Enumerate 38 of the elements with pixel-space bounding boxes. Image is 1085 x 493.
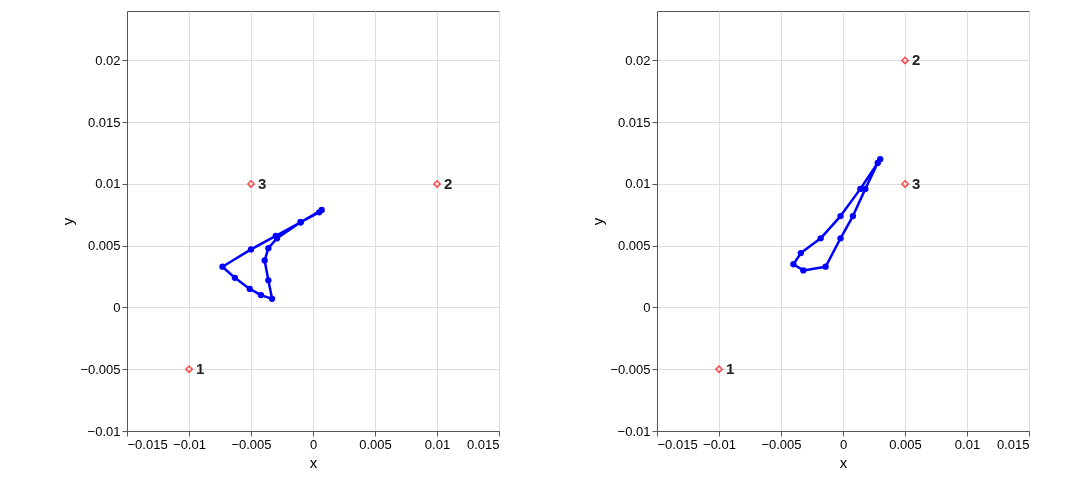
y-axis-title: y (589, 217, 607, 226)
x-tick-label: 0.015 (466, 436, 500, 452)
annotation: 2 (444, 174, 453, 192)
x-tick-label: 0.01 (424, 436, 451, 452)
y-tick-label: 0.02 (95, 52, 121, 68)
x-axis-title: x (839, 453, 848, 471)
y-tick-label: 0.005 (617, 238, 651, 254)
y-tick-label: 0.005 (87, 238, 121, 254)
x-tick-label: −0.015 (657, 436, 698, 452)
y-tick-label: 0 (113, 299, 121, 315)
annotation: 3 (258, 174, 267, 192)
y-tick-label: 0.015 (617, 114, 651, 130)
x-tick-label: −0.005 (231, 436, 272, 452)
annotation: 3 (912, 174, 921, 192)
annotation: 2 (912, 51, 921, 69)
y-tick-label: −0.005 (610, 361, 651, 377)
x-tick-label: −0.015 (127, 436, 168, 452)
x-tick-label: −0.01 (173, 436, 206, 452)
y-tick-label: −0.005 (80, 361, 121, 377)
annotation: 1 (196, 360, 205, 378)
x-tick-label: −0.005 (761, 436, 802, 452)
y-tick-label: 0 (643, 299, 651, 315)
y-tick-label: 0.01 (625, 176, 651, 192)
annotation: 1 (726, 360, 735, 378)
y-tick-label: −0.01 (617, 423, 651, 439)
y-tick-label: 0.02 (625, 52, 651, 68)
x-tick-label: −0.01 (703, 436, 736, 452)
y-axis-title: y (59, 217, 77, 226)
x-tick-label: 0.015 (996, 436, 1030, 452)
x-axis-title: x (309, 453, 318, 471)
x-tick-label: 0 (839, 436, 848, 452)
y-tick-label: 0.015 (87, 114, 121, 130)
y-tick-label: −0.01 (87, 423, 121, 439)
x-tick-label: 0 (309, 436, 318, 452)
x-tick-label: 0.005 (359, 436, 392, 452)
y-tick-label: 0.01 (95, 176, 121, 192)
x-tick-label: 0.01 (954, 436, 981, 452)
x-tick-label: 0.005 (889, 436, 922, 452)
